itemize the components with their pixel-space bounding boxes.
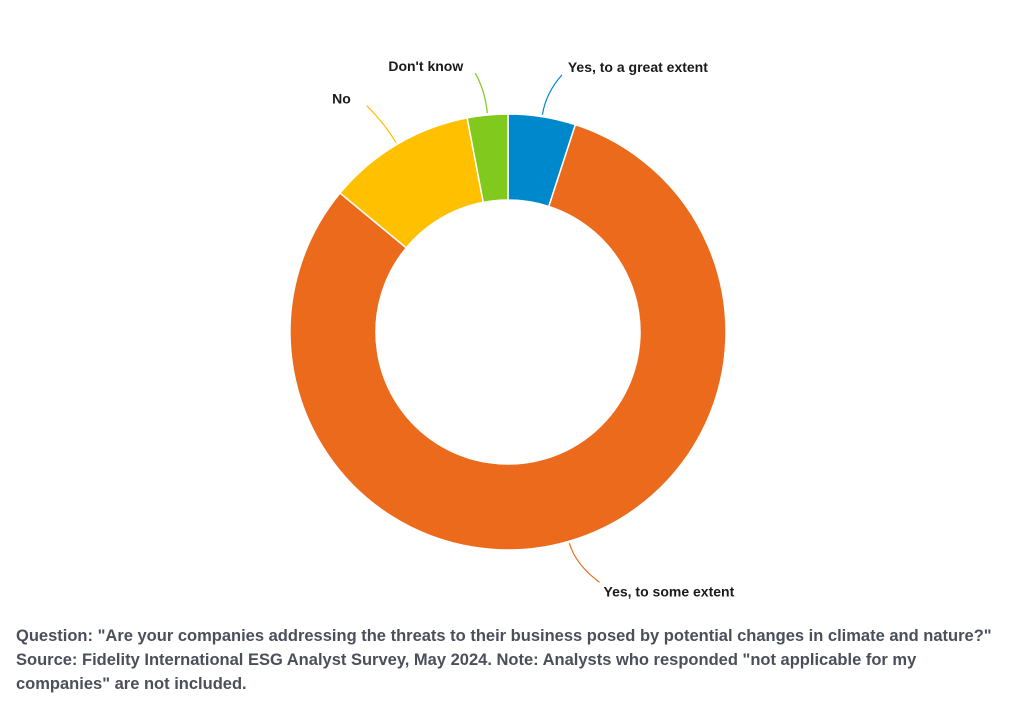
slices-group (289, 113, 727, 551)
donut-chart: Yes, to a great extent Yes, to some exten… (289, 58, 735, 599)
leader-line-don-t-know (474, 72, 488, 114)
slice-don-t-know (466, 113, 509, 204)
label-no: No (332, 91, 351, 107)
leader-lines-group (366, 72, 600, 583)
leader-line-yes-to-some-extent (568, 543, 600, 583)
slice-yes-to-some-extent (289, 123, 727, 551)
leader-line-no (366, 105, 397, 143)
label-yes-to-some-extent: Yes, to some extent (604, 583, 735, 599)
chart-caption: Question: "Are your companies addressing… (16, 627, 992, 693)
label-don-t-know: Don't know (388, 58, 463, 74)
label-yes-to-a-great-extent: Yes, to a great extent (568, 59, 708, 75)
slice-labels-group: Yes, to a great extent Yes, to some exten… (332, 58, 734, 599)
leader-line-yes-to-a-great-extent (541, 74, 563, 115)
